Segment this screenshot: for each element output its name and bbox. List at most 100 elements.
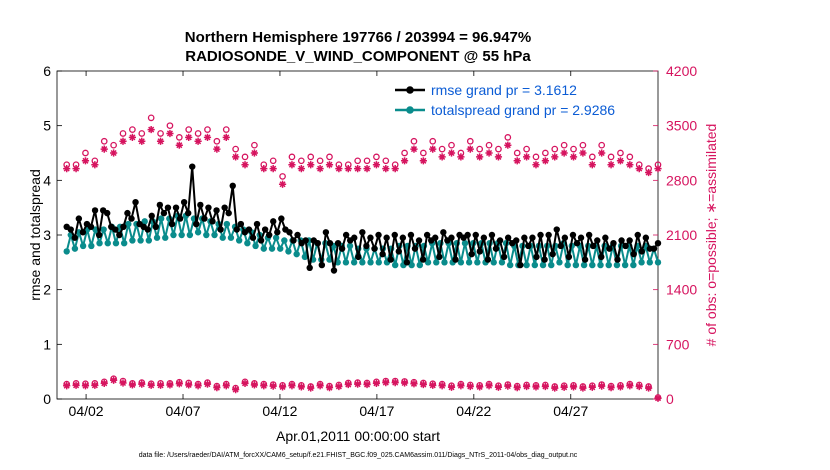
rmse-point xyxy=(160,209,168,217)
obs_assimilated-marker xyxy=(532,161,540,169)
obs_low_assimilated-marker xyxy=(522,382,531,391)
obs_assimilated-marker xyxy=(325,161,334,169)
legend: rmse grand pr = 3.1612 totalspread grand… xyxy=(390,80,645,122)
legend-box xyxy=(390,80,645,122)
obs_low_assimilated-marker xyxy=(485,382,493,390)
spread-point xyxy=(605,261,612,269)
y-tick-label-right: 2800 xyxy=(666,172,697,188)
rmse-point xyxy=(480,234,488,241)
obs_assimilated-marker xyxy=(372,161,381,169)
rmse-point xyxy=(654,240,662,247)
rmse-point xyxy=(245,226,253,233)
spread-point xyxy=(157,215,165,222)
rmse-point xyxy=(553,226,560,233)
obs_assimilated-marker xyxy=(410,145,418,153)
rmse-point xyxy=(606,245,613,252)
x-tick-label: 04/07 xyxy=(165,403,200,419)
obs_possible-marker xyxy=(570,145,577,153)
obs_assimilated-marker xyxy=(476,153,484,161)
rmse-point xyxy=(371,245,378,252)
rmse-point xyxy=(517,261,524,269)
rmse-point xyxy=(395,248,402,255)
rmse-point xyxy=(452,256,459,263)
spread-point xyxy=(120,240,128,247)
rmse-point xyxy=(355,253,362,261)
obs_low_assimilated-marker xyxy=(232,386,240,394)
obs_low_assimilated-marker xyxy=(354,380,362,388)
rmse-point xyxy=(634,231,641,239)
obs_low_assimilated-marker xyxy=(185,381,193,389)
rmse-point xyxy=(334,240,342,247)
obs_assimilated-marker xyxy=(194,137,202,145)
obs_assimilated-marker xyxy=(72,165,80,173)
rmse-point xyxy=(322,229,330,236)
legend-rmse-label: rmse grand pr = 3.1612 xyxy=(431,82,577,98)
obs_low_assimilated-marker xyxy=(391,379,399,387)
obs_assimilated-marker xyxy=(579,149,587,157)
spread-point xyxy=(564,261,571,269)
rmse-point xyxy=(602,234,609,241)
obs_low_assimilated-marker xyxy=(288,382,296,390)
spread-point xyxy=(129,237,136,244)
obs_low_assimilated-marker xyxy=(551,384,559,392)
obs_low_assimilated-marker xyxy=(316,382,324,390)
obs_possible-marker xyxy=(194,130,202,137)
spread-point xyxy=(170,231,177,239)
rmse-point xyxy=(253,220,261,228)
obs_possible-marker xyxy=(175,134,183,141)
spread-point xyxy=(186,231,194,239)
obs_assimilated-marker xyxy=(335,165,343,173)
obs_low_assimilated-marker xyxy=(626,382,634,390)
obs_low_assimilated-marker xyxy=(532,383,540,391)
obs_possible-marker xyxy=(138,130,146,137)
rmse-point xyxy=(132,199,139,206)
obs_low_assimilated-marker xyxy=(325,384,334,392)
rmse-point xyxy=(468,250,475,258)
rmse-point xyxy=(290,237,297,244)
rmse-point xyxy=(399,234,407,241)
obs_possible-marker xyxy=(485,141,493,149)
spread-point xyxy=(88,242,95,250)
spread-point xyxy=(589,261,596,269)
obs_assimilated-marker xyxy=(626,161,634,169)
obs_assimilated-marker xyxy=(438,153,446,161)
spread-point xyxy=(141,218,148,225)
obs_low_assimilated-marker xyxy=(213,384,221,392)
obs_possible-marker xyxy=(504,134,512,141)
obs_assimilated-marker xyxy=(128,133,136,141)
obs_low_assimilated-marker xyxy=(175,380,183,388)
obs_possible-marker xyxy=(420,149,427,157)
obs_assimilated-marker xyxy=(522,153,531,161)
obs_assimilated-marker xyxy=(429,145,437,153)
rmse-point xyxy=(249,234,257,241)
spread-point xyxy=(63,248,70,255)
spread-point xyxy=(203,231,210,239)
rmse-point xyxy=(103,209,111,217)
obs_assimilated-marker xyxy=(138,137,146,145)
obs_low_assimilated-marker xyxy=(447,383,456,391)
obs_possible-marker xyxy=(129,126,136,133)
rmse-point xyxy=(152,223,159,230)
obs_low_assimilated-marker xyxy=(513,384,521,392)
obs_possible-marker xyxy=(401,149,408,157)
obs_possible-marker xyxy=(241,153,249,161)
rmse-point xyxy=(217,226,224,233)
rmse-point xyxy=(79,229,87,236)
obs_possible-marker xyxy=(448,141,455,149)
rmse-point xyxy=(630,250,637,258)
rmse-point xyxy=(626,237,633,244)
rmse-point xyxy=(610,240,617,247)
rmse-point xyxy=(500,253,508,261)
obs_assimilated-marker xyxy=(166,129,174,138)
spread-point xyxy=(490,259,497,266)
rmse-point xyxy=(537,231,544,239)
rmse-point xyxy=(529,234,536,241)
spread-point xyxy=(433,259,440,266)
obs_assimilated-marker xyxy=(260,165,268,173)
obs_low_assimilated-marker xyxy=(569,383,578,391)
obs_possible-marker xyxy=(316,157,324,165)
rmse-point xyxy=(176,215,184,222)
obs_low_assimilated-marker xyxy=(72,381,80,389)
spread-point xyxy=(293,250,300,258)
rmse-point xyxy=(209,218,216,225)
